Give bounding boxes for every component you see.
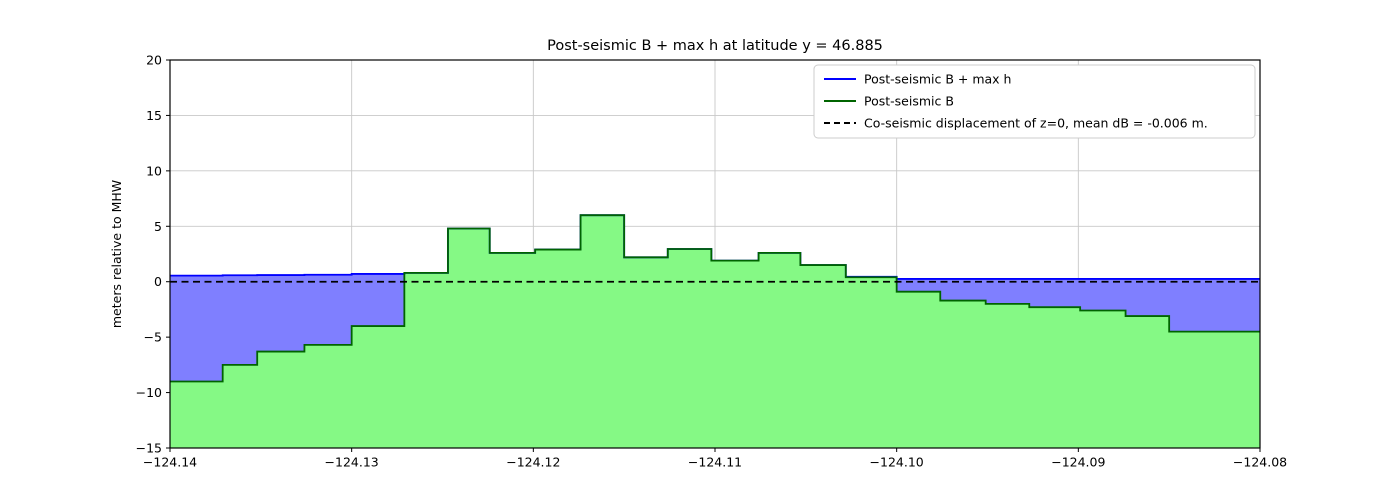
y-tick-label: −10 [136, 385, 162, 400]
y-tick-label: 15 [146, 108, 162, 123]
legend-entry: Post-seismic B + max h [824, 72, 1011, 87]
x-tick-label: −124.09 [1051, 455, 1105, 470]
chart-title: Post-seismic B + max h at latitude y = 4… [547, 38, 883, 54]
y-tick-label: 5 [154, 219, 162, 234]
plot-layers: −124.14 −124.13 −124.12 −124.11 −124.10 −124.… [136, 53, 1288, 470]
x-tick-label: −124.12 [506, 455, 560, 470]
y-tick-label: 0 [154, 274, 162, 289]
x-tick-label: −124.11 [688, 455, 742, 470]
legend-label: Post-seismic B [864, 94, 954, 109]
legend-entry: Co-seismic displacement of z=0, mean dB … [824, 116, 1208, 131]
y-axis-label: meters relative to MHW [109, 180, 124, 328]
x-tick-label: −124.08 [1233, 455, 1287, 470]
x-tick-label: −124.10 [870, 455, 924, 470]
x-tick-label: −124.14 [143, 455, 197, 470]
legend-label: Post-seismic B + max h [864, 72, 1011, 87]
y-tick-label: −5 [144, 330, 162, 345]
legend: Post-seismic B + max h Post-seismic B Co-s… [813, 64, 1256, 139]
green-line [170, 214, 1260, 383]
y-tick-label: 20 [146, 53, 162, 68]
x-tick-label: −124.13 [325, 455, 379, 470]
y-tick-label: −15 [136, 441, 162, 456]
legend-box [813, 64, 1256, 139]
legend-entry: Post-seismic B [824, 94, 954, 109]
y-axis: 20 15 10 5 0 −5 −10 −15 [136, 53, 170, 456]
blue-area-series [170, 215, 1260, 382]
y-tick-label: 10 [146, 163, 162, 178]
legend-label: Co-seismic displacement of z=0, mean dB … [864, 116, 1208, 131]
x-axis: −124.14 −124.13 −124.12 −124.11 −124.10 −124.… [143, 448, 1287, 470]
